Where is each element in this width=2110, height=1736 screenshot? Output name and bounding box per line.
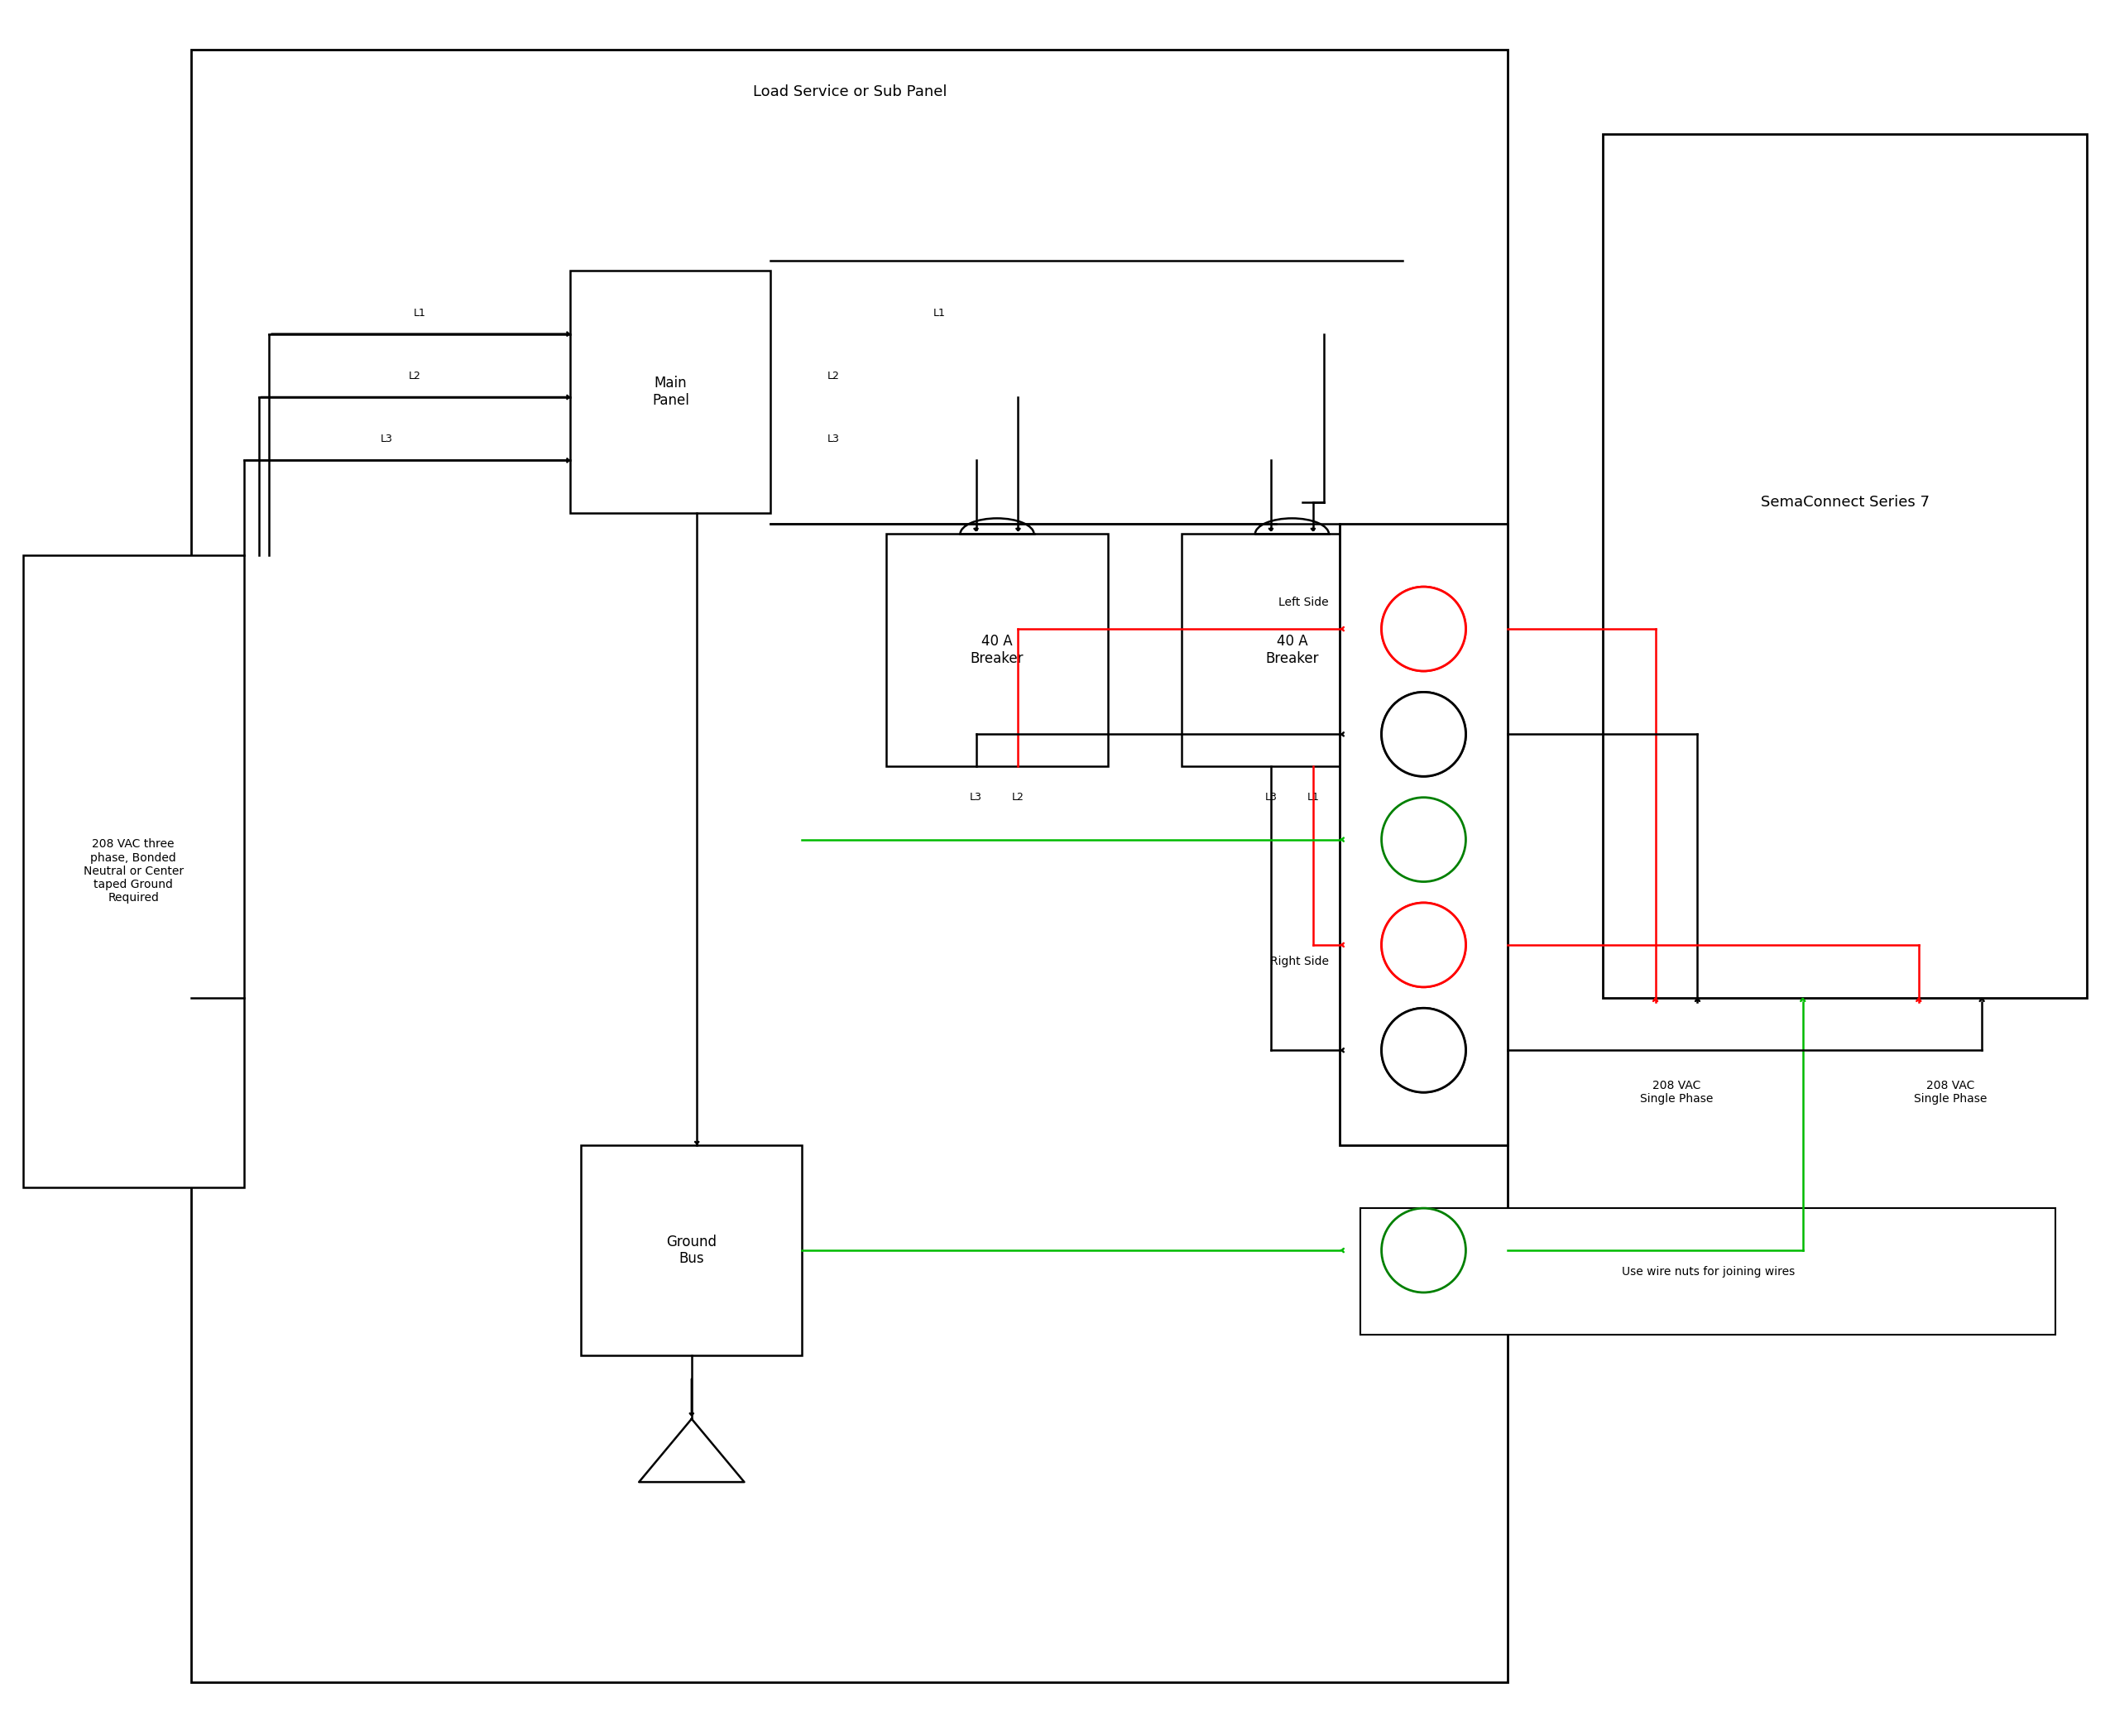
Circle shape bbox=[1382, 797, 1466, 882]
Bar bbox=[1182, 535, 1403, 766]
Circle shape bbox=[1382, 587, 1466, 672]
Text: L3: L3 bbox=[1264, 792, 1277, 802]
Text: 40 A
Breaker: 40 A Breaker bbox=[1266, 634, 1319, 667]
Bar bbox=[580, 1146, 802, 1356]
Bar bbox=[192, 50, 1509, 1682]
Bar bbox=[886, 535, 1108, 766]
Bar bbox=[23, 556, 245, 1187]
Circle shape bbox=[1382, 903, 1466, 988]
Bar bbox=[1340, 524, 1509, 1146]
Bar bbox=[1361, 1208, 2055, 1335]
Circle shape bbox=[1382, 1009, 1466, 1092]
Text: L2: L2 bbox=[1013, 792, 1023, 802]
Circle shape bbox=[1382, 903, 1466, 988]
Text: Right Side: Right Side bbox=[1270, 955, 1329, 967]
Text: 208 VAC three
phase, Bonded
Neutral or Center
taped Ground
Required: 208 VAC three phase, Bonded Neutral or C… bbox=[82, 838, 184, 904]
Text: Use wire nuts for joining wires: Use wire nuts for joining wires bbox=[1620, 1266, 1796, 1278]
Bar bbox=[1604, 134, 2087, 998]
Circle shape bbox=[1382, 1208, 1466, 1293]
Text: Left Side: Left Side bbox=[1279, 595, 1329, 608]
Text: L2: L2 bbox=[409, 372, 420, 382]
Text: 208 VAC
Single Phase: 208 VAC Single Phase bbox=[1914, 1080, 1988, 1104]
Text: Load Service or Sub Panel: Load Service or Sub Panel bbox=[753, 85, 947, 99]
Circle shape bbox=[1382, 1009, 1466, 1092]
Text: Main
Panel: Main Panel bbox=[652, 377, 690, 408]
Text: L1: L1 bbox=[933, 307, 945, 318]
Text: L3: L3 bbox=[971, 792, 981, 802]
Text: L1: L1 bbox=[1306, 792, 1319, 802]
Circle shape bbox=[1382, 587, 1466, 672]
Text: SemaConnect Series 7: SemaConnect Series 7 bbox=[1760, 495, 1929, 510]
Text: L3: L3 bbox=[380, 434, 392, 444]
Circle shape bbox=[1382, 693, 1466, 776]
Text: Ground
Bus: Ground Bus bbox=[667, 1234, 717, 1266]
Text: L1: L1 bbox=[414, 307, 426, 318]
Text: 40 A
Breaker: 40 A Breaker bbox=[971, 634, 1023, 667]
Text: 208 VAC
Single Phase: 208 VAC Single Phase bbox=[1639, 1080, 1713, 1104]
Circle shape bbox=[1382, 693, 1466, 776]
Text: L3: L3 bbox=[827, 434, 840, 444]
Text: L2: L2 bbox=[827, 372, 840, 382]
Bar bbox=[570, 271, 770, 514]
